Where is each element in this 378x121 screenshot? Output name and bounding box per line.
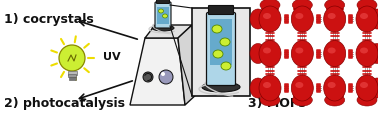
Ellipse shape [324, 6, 345, 32]
Ellipse shape [163, 14, 167, 18]
Ellipse shape [356, 6, 378, 32]
Ellipse shape [212, 25, 222, 33]
Polygon shape [178, 25, 199, 105]
Ellipse shape [259, 41, 281, 67]
Ellipse shape [260, 0, 280, 11]
Bar [69, 77, 76, 80]
Ellipse shape [291, 41, 313, 67]
Ellipse shape [357, 94, 377, 106]
Ellipse shape [295, 48, 303, 53]
Ellipse shape [356, 75, 378, 101]
Circle shape [143, 72, 153, 82]
Ellipse shape [202, 82, 240, 92]
FancyBboxPatch shape [209, 5, 234, 15]
Ellipse shape [250, 44, 266, 64]
Circle shape [159, 70, 173, 84]
Text: 2) photocatalysis: 2) photocatalysis [4, 97, 125, 110]
Bar [157, 7, 169, 24]
Ellipse shape [356, 41, 378, 67]
Ellipse shape [291, 75, 313, 101]
FancyBboxPatch shape [206, 12, 235, 86]
Ellipse shape [152, 25, 174, 31]
Ellipse shape [250, 9, 266, 29]
Ellipse shape [221, 62, 231, 70]
Ellipse shape [360, 13, 368, 19]
Ellipse shape [220, 38, 230, 46]
Ellipse shape [158, 9, 164, 13]
Polygon shape [145, 25, 192, 38]
Ellipse shape [250, 78, 266, 98]
Ellipse shape [213, 50, 223, 58]
Bar [192, 8, 250, 96]
Ellipse shape [328, 48, 336, 53]
Ellipse shape [295, 82, 303, 88]
Text: 1) cocrystals: 1) cocrystals [4, 13, 94, 26]
Ellipse shape [292, 0, 312, 11]
Ellipse shape [260, 94, 280, 106]
Ellipse shape [357, 0, 377, 11]
Text: UV: UV [103, 52, 121, 62]
Ellipse shape [263, 82, 271, 88]
FancyBboxPatch shape [156, 0, 169, 4]
Ellipse shape [291, 6, 313, 32]
Text: 3) MOFs: 3) MOFs [248, 97, 306, 110]
Ellipse shape [325, 0, 345, 11]
Ellipse shape [360, 82, 368, 88]
Ellipse shape [369, 9, 378, 29]
Ellipse shape [263, 13, 271, 19]
Circle shape [59, 45, 85, 71]
FancyBboxPatch shape [155, 2, 171, 28]
Ellipse shape [325, 94, 345, 106]
Ellipse shape [263, 48, 271, 53]
Ellipse shape [259, 6, 281, 32]
Ellipse shape [328, 13, 336, 19]
Bar [68, 71, 77, 75]
Ellipse shape [259, 75, 281, 101]
Circle shape [161, 72, 165, 76]
Ellipse shape [369, 78, 378, 98]
Bar [68, 74, 76, 77]
Ellipse shape [324, 75, 345, 101]
Ellipse shape [324, 41, 345, 67]
Ellipse shape [369, 44, 378, 64]
Ellipse shape [328, 82, 336, 88]
Ellipse shape [295, 13, 303, 19]
Ellipse shape [292, 94, 312, 106]
Bar [210, 19, 232, 64]
Ellipse shape [360, 48, 368, 53]
Polygon shape [130, 38, 185, 105]
